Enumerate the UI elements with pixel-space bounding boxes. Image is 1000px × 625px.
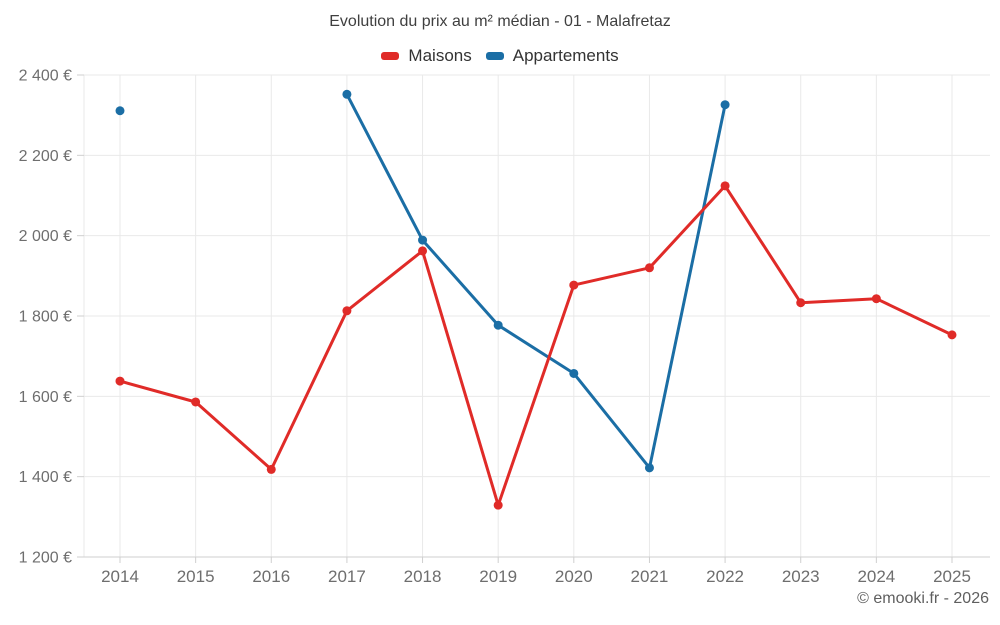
maisons-series-swatch-icon [381,52,400,60]
y-tick-label-2000: 2 000 € [19,228,72,245]
series-line-appartements [345,92,727,470]
x-tick-label-2023: 2023 [782,567,820,586]
data-point-appartements-2022[interactable] [720,100,730,110]
data-point-appartements-2020[interactable] [569,368,579,378]
chart-title: Evolution du prix au m² médian - 01 - Ma… [329,13,671,30]
x-tick-label-2022: 2022 [706,567,744,586]
copyright: © emooki.fr - 2026 [857,590,989,607]
x-tick-label-2019: 2019 [479,567,517,586]
data-point-maisons-2020[interactable] [569,280,579,290]
x-tick-label-2018: 2018 [404,567,442,586]
data-point-maisons-2024[interactable] [871,294,881,304]
data-point-maisons-2025[interactable] [947,330,957,340]
data-point-maisons-2023[interactable] [796,298,806,308]
y-tick-label-1600: 1 600 € [19,389,72,406]
legend-item-appartements[interactable]: Appartements [485,46,619,66]
x-tick-label-2014: 2014 [101,567,139,586]
y-tick-label-1800: 1 800 € [19,308,72,325]
data-point-appartements-2017[interactable] [342,89,352,99]
data-point-maisons-2015[interactable] [191,397,201,407]
legend-item-maisons[interactable]: Maisons [381,46,472,66]
data-point-maisons-2022[interactable] [720,181,730,191]
x-tick-label-2017: 2017 [328,567,366,586]
x-tick-label-2016: 2016 [252,567,290,586]
data-point-appartements-2021[interactable] [644,463,654,473]
data-point-appartements-2019[interactable] [493,320,503,330]
y-tick-label-2400: 2 400 € [19,67,72,84]
series-line-maisons [118,184,954,507]
data-point-appartements-2014[interactable] [115,106,125,116]
data-point-maisons-2019[interactable] [493,500,503,510]
y-tick-label-2200: 2 200 € [19,148,72,165]
legend: Maisons Appartements [0,46,1000,66]
x-tick-label-2021: 2021 [631,567,669,586]
x-tick-label-2015: 2015 [177,567,215,586]
maisons-legend-label: Maisons [408,46,472,65]
y-tick-label-1400: 1 400 € [19,469,72,486]
data-point-appartements-2018[interactable] [418,235,428,245]
data-point-maisons-2016[interactable] [266,464,276,474]
y-tick-label-1200: 1 200 € [19,549,72,566]
x-tick-label-2025: 2025 [933,567,971,586]
data-point-maisons-2018[interactable] [418,246,428,256]
data-point-maisons-2017[interactable] [342,306,352,316]
x-tick-label-2020: 2020 [555,567,593,586]
data-point-maisons-2014[interactable] [115,376,125,386]
x-tick-label-2024: 2024 [857,567,895,586]
appartements-series-swatch-icon [485,52,504,60]
appartements-legend-label: Appartements [512,46,619,65]
data-point-maisons-2021[interactable] [644,263,654,273]
